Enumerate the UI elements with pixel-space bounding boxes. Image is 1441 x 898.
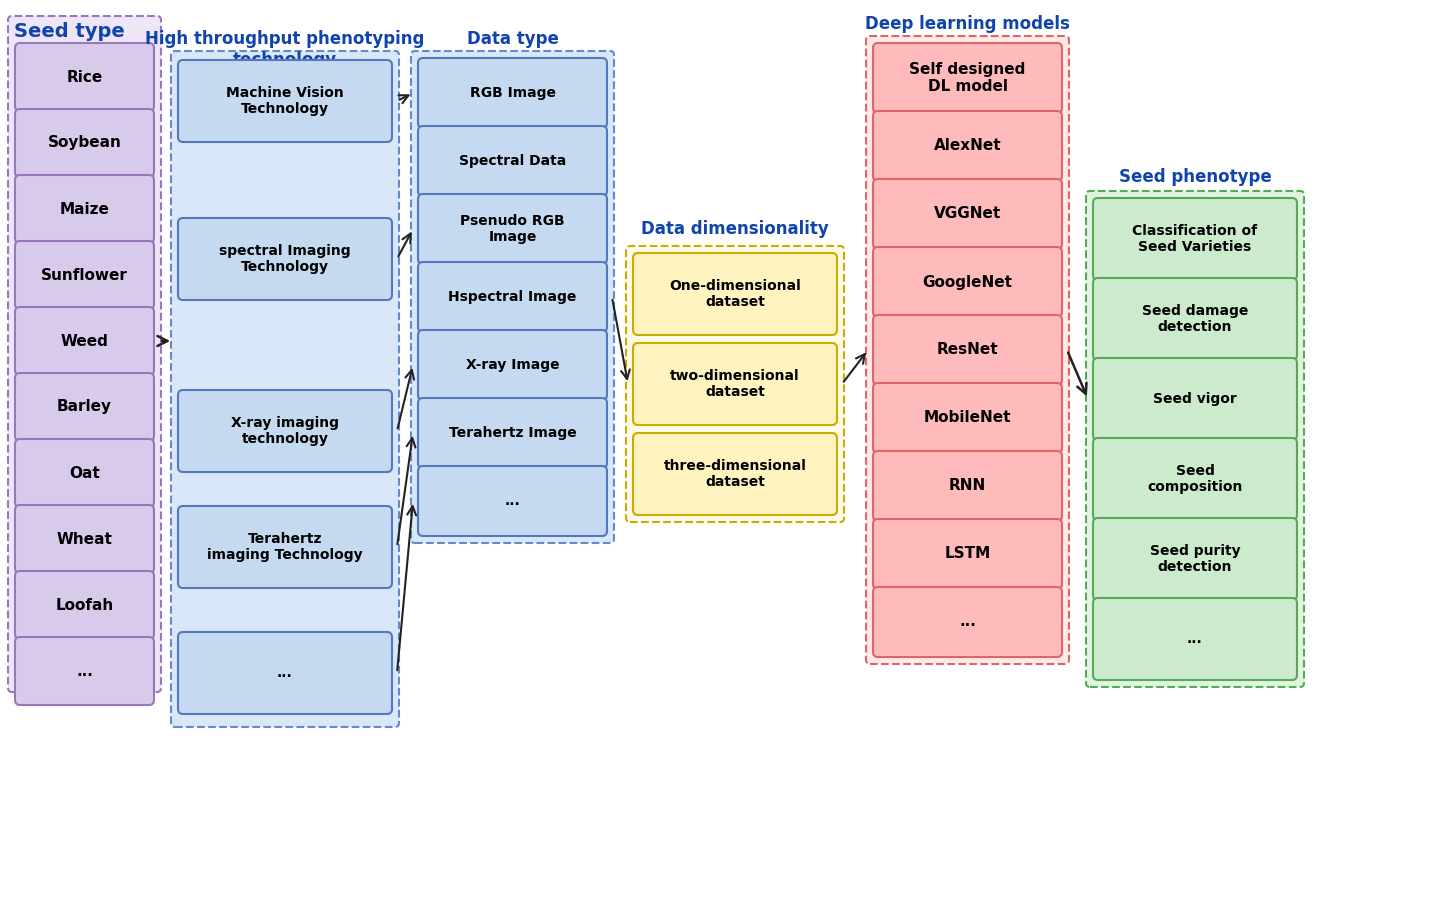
Text: Seed damage
detection: Seed damage detection xyxy=(1141,304,1248,334)
FancyBboxPatch shape xyxy=(9,16,161,692)
FancyBboxPatch shape xyxy=(1094,358,1297,440)
Text: Classification of
Seed Varieties: Classification of Seed Varieties xyxy=(1133,224,1258,254)
FancyBboxPatch shape xyxy=(633,253,837,335)
Text: Spectral Data: Spectral Data xyxy=(458,154,566,168)
Text: High throughput phenotyping
technology: High throughput phenotyping technology xyxy=(146,30,425,69)
Text: ...: ... xyxy=(504,494,520,508)
Text: AlexNet: AlexNet xyxy=(934,138,1001,154)
FancyBboxPatch shape xyxy=(873,247,1062,317)
Text: ...: ... xyxy=(960,614,976,629)
Text: Psenudo RGB
Image: Psenudo RGB Image xyxy=(460,214,565,244)
Text: GoogleNet: GoogleNet xyxy=(922,275,1013,289)
Text: Oat: Oat xyxy=(69,465,99,480)
FancyBboxPatch shape xyxy=(873,587,1062,657)
FancyBboxPatch shape xyxy=(14,505,154,573)
FancyBboxPatch shape xyxy=(418,330,607,400)
FancyBboxPatch shape xyxy=(1087,191,1304,687)
Text: Data dimensionality: Data dimensionality xyxy=(641,220,829,238)
FancyBboxPatch shape xyxy=(1094,278,1297,360)
Text: two-dimensional
dataset: two-dimensional dataset xyxy=(670,369,800,399)
FancyBboxPatch shape xyxy=(14,109,154,177)
FancyBboxPatch shape xyxy=(1094,198,1297,280)
FancyBboxPatch shape xyxy=(418,58,607,128)
FancyBboxPatch shape xyxy=(633,343,837,425)
FancyBboxPatch shape xyxy=(418,126,607,196)
FancyBboxPatch shape xyxy=(873,315,1062,385)
FancyBboxPatch shape xyxy=(625,246,844,522)
Text: LSTM: LSTM xyxy=(944,547,990,561)
Text: Sunflower: Sunflower xyxy=(40,268,128,283)
Text: Seed type: Seed type xyxy=(14,22,125,41)
Text: Seed
composition: Seed composition xyxy=(1147,464,1242,494)
Text: ResNet: ResNet xyxy=(937,342,999,357)
FancyBboxPatch shape xyxy=(179,506,392,588)
Text: VGGNet: VGGNet xyxy=(934,207,1001,222)
FancyBboxPatch shape xyxy=(873,383,1062,453)
FancyBboxPatch shape xyxy=(14,307,154,375)
Text: Terahertz
imaging Technology: Terahertz imaging Technology xyxy=(208,532,363,562)
Text: Weed: Weed xyxy=(61,333,108,348)
FancyBboxPatch shape xyxy=(873,43,1062,113)
FancyBboxPatch shape xyxy=(14,637,154,705)
Text: ...: ... xyxy=(76,664,92,679)
FancyBboxPatch shape xyxy=(171,51,399,727)
Text: RGB Image: RGB Image xyxy=(470,86,555,100)
FancyBboxPatch shape xyxy=(873,179,1062,249)
FancyBboxPatch shape xyxy=(14,571,154,639)
Text: Seed purity
detection: Seed purity detection xyxy=(1150,544,1241,574)
FancyBboxPatch shape xyxy=(14,373,154,441)
Text: Hspectral Image: Hspectral Image xyxy=(448,290,576,304)
Text: RNN: RNN xyxy=(948,479,986,494)
Text: Barley: Barley xyxy=(58,400,112,415)
Text: Self designed
DL model: Self designed DL model xyxy=(909,62,1026,94)
Text: X-ray imaging
technology: X-ray imaging technology xyxy=(231,416,339,446)
Text: Loofah: Loofah xyxy=(55,597,114,612)
FancyBboxPatch shape xyxy=(418,398,607,468)
Text: three-dimensional
dataset: three-dimensional dataset xyxy=(663,459,807,489)
FancyBboxPatch shape xyxy=(14,439,154,507)
FancyBboxPatch shape xyxy=(14,175,154,243)
FancyBboxPatch shape xyxy=(418,262,607,332)
Text: Seed vigor: Seed vigor xyxy=(1153,392,1236,406)
FancyBboxPatch shape xyxy=(873,111,1062,181)
Text: ...: ... xyxy=(1187,632,1203,646)
FancyBboxPatch shape xyxy=(411,51,614,543)
Text: Soybean: Soybean xyxy=(48,136,121,151)
FancyBboxPatch shape xyxy=(179,632,392,714)
Text: Wheat: Wheat xyxy=(56,532,112,547)
FancyBboxPatch shape xyxy=(418,466,607,536)
FancyBboxPatch shape xyxy=(873,519,1062,589)
FancyBboxPatch shape xyxy=(418,194,607,264)
Text: Seed phenotype: Seed phenotype xyxy=(1118,168,1271,186)
Text: MobileNet: MobileNet xyxy=(924,410,1012,426)
FancyBboxPatch shape xyxy=(179,60,392,142)
FancyBboxPatch shape xyxy=(1094,598,1297,680)
FancyBboxPatch shape xyxy=(1094,518,1297,600)
Text: spectral Imaging
Technology: spectral Imaging Technology xyxy=(219,244,350,274)
FancyBboxPatch shape xyxy=(14,241,154,309)
FancyBboxPatch shape xyxy=(873,451,1062,521)
FancyBboxPatch shape xyxy=(633,433,837,515)
Text: Machine Vision
Technology: Machine Vision Technology xyxy=(226,86,344,116)
FancyBboxPatch shape xyxy=(1094,438,1297,520)
Text: Deep learning models: Deep learning models xyxy=(865,15,1069,33)
FancyBboxPatch shape xyxy=(179,218,392,300)
Text: ...: ... xyxy=(277,666,293,680)
Text: One-dimensional
dataset: One-dimensional dataset xyxy=(669,279,801,309)
Text: Data type: Data type xyxy=(467,30,559,48)
FancyBboxPatch shape xyxy=(179,390,392,472)
Text: Rice: Rice xyxy=(66,69,102,84)
Text: X-ray Image: X-ray Image xyxy=(465,358,559,372)
FancyBboxPatch shape xyxy=(866,36,1069,664)
Text: Maize: Maize xyxy=(59,201,110,216)
Text: Terahertz Image: Terahertz Image xyxy=(448,426,576,440)
FancyBboxPatch shape xyxy=(14,43,154,111)
